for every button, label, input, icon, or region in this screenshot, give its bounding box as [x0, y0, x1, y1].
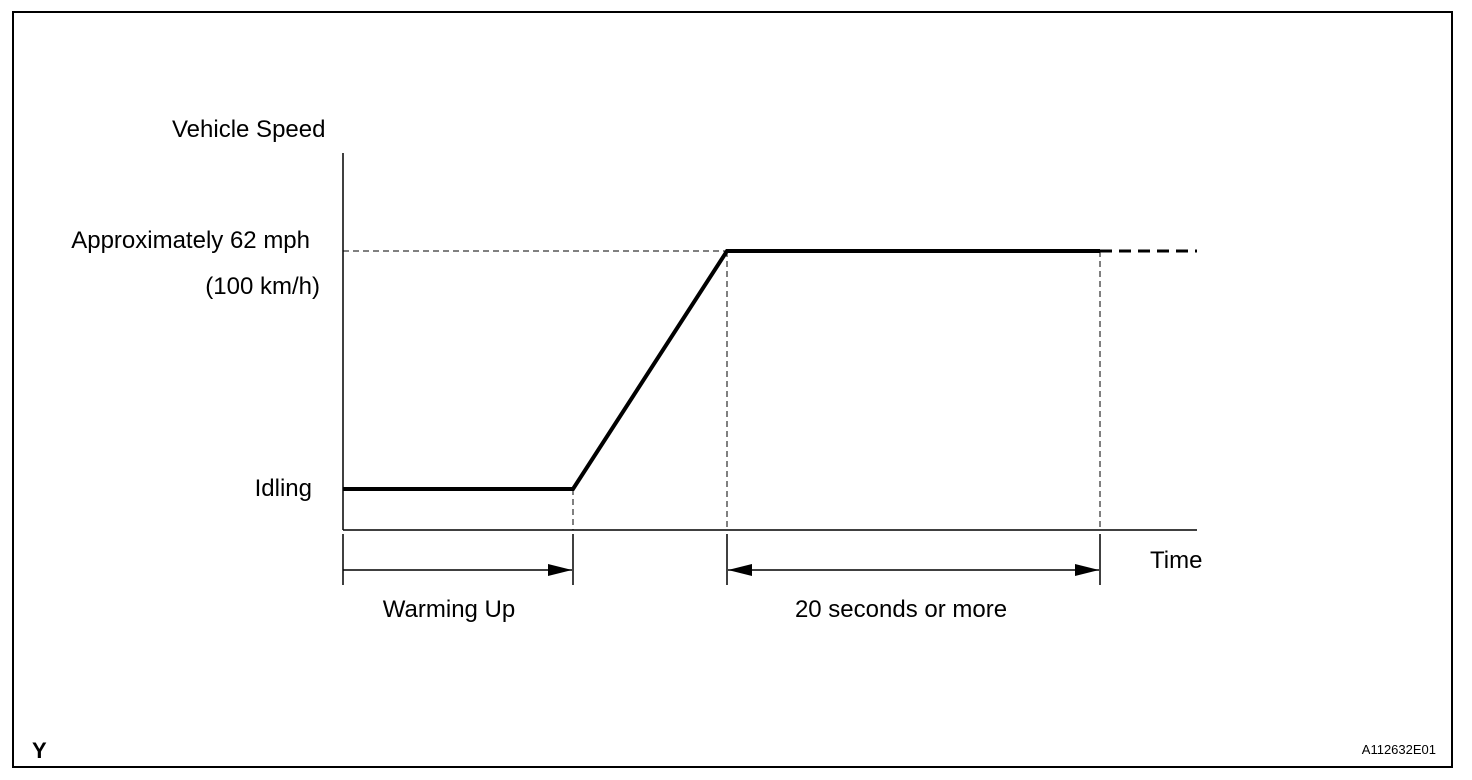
hold-phase-label: 20 seconds or more — [795, 596, 1007, 623]
figure-frame — [12, 11, 1453, 768]
idling-label: Idling — [255, 475, 312, 502]
figure-code: A112632E01 — [1362, 742, 1436, 757]
target-speed-metric-label: (100 km/h) — [205, 273, 320, 300]
y-axis-label: Vehicle Speed — [172, 116, 325, 143]
corner-mark: Y — [32, 738, 47, 763]
warmup-phase-label: Warming Up — [383, 596, 515, 623]
speed-profile-line — [343, 249, 1100, 491]
x-axis-label: Time — [1150, 547, 1202, 574]
target-speed-label: Approximately 62 mph — [71, 227, 310, 254]
